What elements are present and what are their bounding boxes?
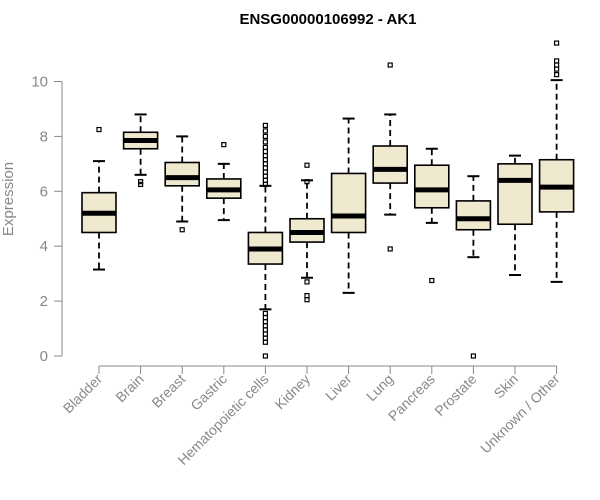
outlier-point (262, 153, 268, 159)
outlier-point (179, 227, 185, 233)
box-iqr (164, 161, 200, 187)
y-tick-label: 10 (31, 74, 48, 91)
y-tick-label: 4 (40, 238, 48, 255)
y-tick-label: 2 (40, 293, 48, 310)
box-iqr (372, 145, 409, 184)
chart-title: ENSG00000106992 - AK1 (239, 11, 416, 28)
axes: 0 2 4 6 8 10 (31, 74, 558, 374)
outlier-point (262, 161, 268, 167)
outlier-point (553, 58, 560, 64)
outlier-point (96, 126, 102, 133)
outlier-point (262, 177, 268, 183)
x-tick-label: Lung (363, 371, 396, 404)
outlier-point (304, 179, 310, 185)
box-iqr (413, 164, 450, 209)
box-group (164, 135, 200, 233)
box-group (330, 117, 367, 294)
box-group (289, 162, 325, 303)
outlier-point (387, 62, 393, 68)
x-tick-label: Prostate (431, 371, 479, 419)
outlier-point (262, 133, 268, 139)
y-tick-label: 0 (40, 348, 48, 365)
outlier-point (304, 297, 310, 303)
x-tick-label: Breast (148, 371, 188, 411)
outlier-point (304, 293, 310, 299)
outlier-point (262, 148, 268, 155)
outlier-point (262, 335, 268, 341)
x-tick-label: Skin (491, 371, 522, 402)
outlier-point (262, 169, 268, 175)
outlier-point (262, 165, 268, 171)
x-tick-label: Bladder (60, 371, 106, 417)
box-group (247, 122, 284, 359)
x-tick-label: Liver (322, 371, 355, 404)
box-group (372, 62, 409, 252)
outlier-point (262, 181, 268, 188)
box-iqr (330, 172, 367, 234)
box-group (538, 40, 575, 283)
outlier-point (138, 179, 144, 185)
box-group (122, 113, 159, 188)
outlier-point (262, 331, 268, 337)
outlier-point (221, 142, 227, 148)
outlier-point (262, 323, 268, 329)
outlier-point (553, 62, 560, 68)
box-group (497, 154, 533, 277)
outlier-point (262, 353, 268, 359)
x-tick-label: Kidney (272, 371, 314, 413)
box-iqr (497, 163, 533, 226)
outlier-point (138, 181, 144, 188)
outlier-point (262, 122, 268, 129)
outlier-point (429, 277, 435, 284)
outlier-point (262, 144, 268, 150)
y-axis-label: Expression (0, 162, 17, 236)
outlier-point (553, 66, 560, 72)
box-group (455, 175, 492, 359)
outlier-point (262, 310, 268, 317)
box-iqr (455, 200, 492, 231)
outlier-point (262, 157, 268, 163)
outlier-point (553, 40, 560, 46)
outlier-point (304, 162, 310, 168)
box-group (206, 142, 242, 222)
outlier-point (262, 173, 268, 179)
outlier-point (262, 139, 268, 145)
outlier-point (262, 319, 268, 325)
outlier-point (470, 353, 476, 359)
outlier-point (304, 279, 310, 285)
outlier-point (262, 314, 268, 321)
boxes (81, 40, 575, 359)
outlier-point (262, 128, 268, 134)
outlier-point (262, 339, 268, 345)
y-tick-label: 8 (40, 128, 48, 145)
y-tick-label: 6 (40, 183, 48, 200)
outlier-point (262, 327, 268, 333)
box-group (81, 126, 117, 271)
outlier-point (387, 246, 393, 252)
outlier-point (553, 72, 560, 78)
x-tick-label: Brain (112, 371, 146, 405)
box-group (413, 147, 450, 284)
x-tick-label: Unknown / Other (477, 371, 563, 457)
